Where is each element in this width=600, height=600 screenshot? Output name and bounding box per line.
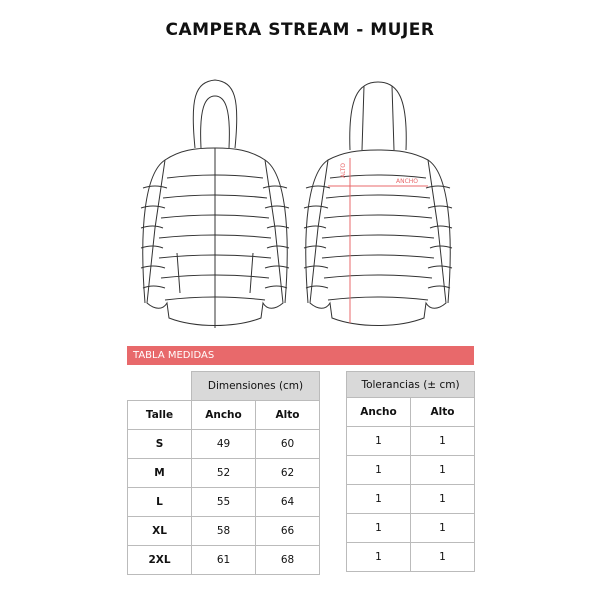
dimensions-group-header: Dimensiones (cm): [191, 371, 320, 401]
cell: 49: [191, 428, 256, 459]
ancho-label: ANCHO: [396, 178, 418, 185]
cell: 62: [255, 457, 320, 488]
col-header: Talle: [127, 399, 192, 430]
alto-label: ALTO: [340, 163, 347, 178]
table-row: S 49 60: [127, 428, 320, 459]
cell: M: [127, 457, 192, 488]
page-title: CAMPERA STREAM - MUJER: [165, 20, 435, 40]
cell: 61: [191, 544, 256, 575]
cell: 1: [410, 426, 475, 456]
col-header: Ancho: [191, 399, 256, 430]
jacket-front-drawing: [140, 79, 290, 328]
cell: 58: [191, 515, 256, 546]
cell: 55: [191, 486, 256, 517]
cell: 1: [410, 513, 475, 543]
cell: 1: [346, 484, 411, 514]
cell: 1: [346, 455, 411, 485]
tolerances-group-header: Tolerancias (± cm): [346, 371, 475, 398]
cell: S: [127, 428, 192, 459]
cell: 52: [191, 457, 256, 488]
section-header: TABLA MEDIDAS: [127, 346, 474, 365]
cell: 1: [410, 542, 475, 572]
cell: L: [127, 486, 192, 517]
cell: 68: [255, 544, 320, 575]
col-header: Ancho: [346, 397, 411, 427]
cell: 64: [255, 486, 320, 517]
cell: 1: [346, 426, 411, 456]
jacket-back-drawing: ALTO ANCHO: [303, 81, 453, 326]
table-row: L 55 64: [127, 486, 320, 517]
table-row: 2XL 61 68: [127, 544, 320, 575]
cell: 1: [346, 513, 411, 543]
cell: 60: [255, 428, 320, 459]
cell: 2XL: [127, 544, 192, 575]
table-row: M 52 62: [127, 457, 320, 488]
cell: 1: [346, 542, 411, 572]
table-row: XL 58 66: [127, 515, 320, 546]
col-header: Alto: [410, 397, 475, 427]
cell: 66: [255, 515, 320, 546]
col-header: Alto: [255, 399, 320, 430]
cell: 1: [410, 484, 475, 514]
cell: 1: [410, 455, 475, 485]
cell: XL: [127, 515, 192, 546]
